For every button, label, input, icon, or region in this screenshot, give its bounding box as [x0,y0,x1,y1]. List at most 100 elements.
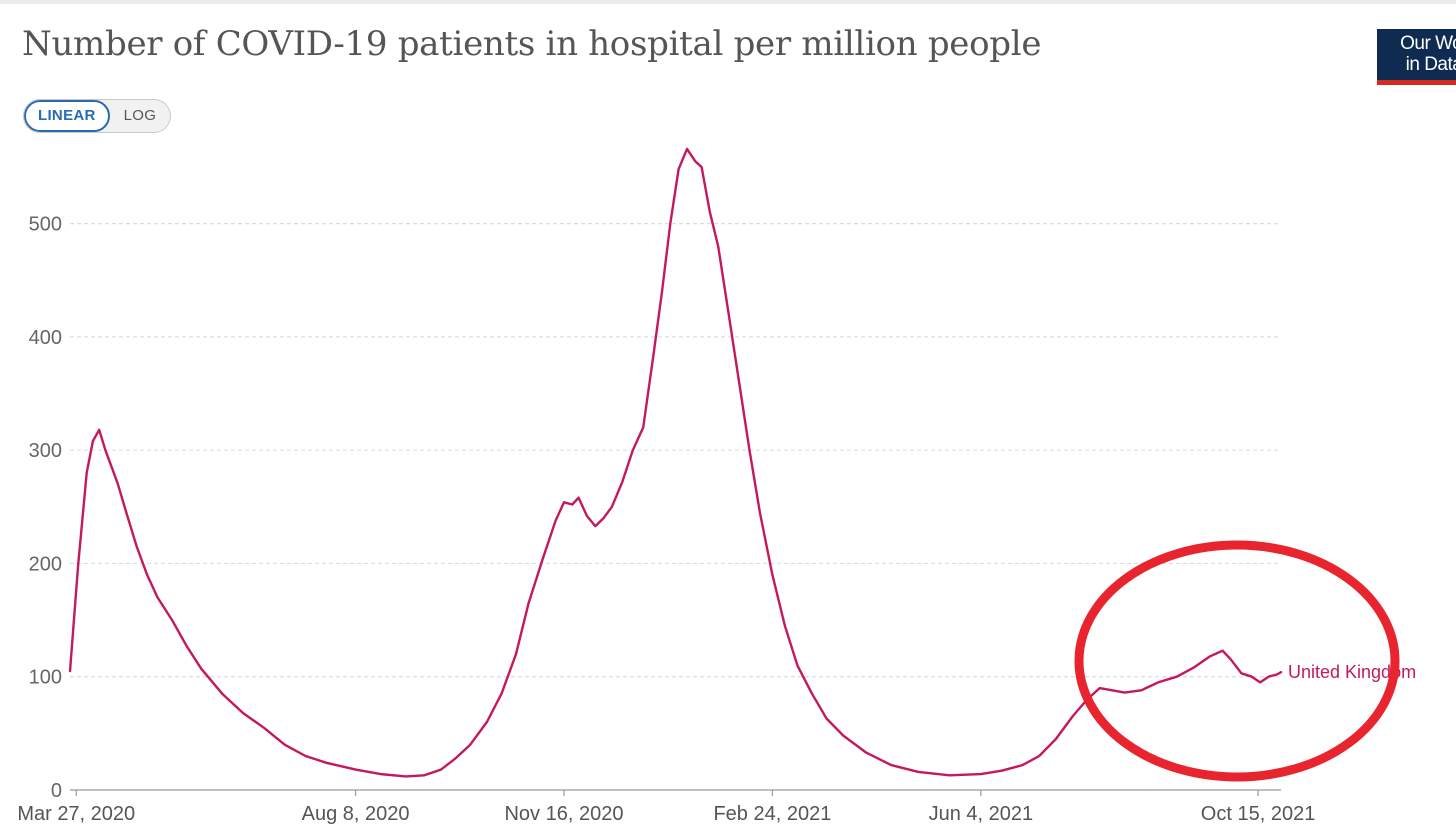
data-point [1021,764,1024,766]
linear-scale-button[interactable]: LINEAR [24,100,110,132]
data-point [500,692,503,695]
data-point [811,692,813,695]
x-tick-label: Nov 16, 2020 [504,803,623,825]
data-point [1071,715,1074,718]
data-point [825,717,828,720]
series-label-united-kingdom: United Kingdom [1288,662,1416,682]
data-point [185,645,188,647]
data-point [1221,649,1224,652]
data-point [404,775,407,778]
data-point [283,743,286,746]
data-point [700,166,703,168]
logo-line-2: in Data [1405,54,1456,75]
data-point [621,481,624,483]
data-point [1000,769,1003,772]
data-point [642,426,644,429]
y-tick-label: 500 [29,214,62,236]
y-tick-label: 400 [29,327,62,349]
highlight-circle [1074,540,1400,782]
data-point [842,734,845,737]
logo-stripe [1377,80,1456,85]
y-tick-label: 300 [29,440,62,462]
top-border [0,0,1456,4]
data-point [709,211,711,214]
data-point [917,771,920,773]
y-tick-label: 100 [29,667,62,689]
data-point [542,557,544,559]
chart-title: Number of COVID-19 patients in hospital … [22,24,1042,64]
data-point [486,721,488,723]
data-point [171,619,173,621]
data-point [563,501,565,504]
scale-toggle: LINEAR LOG [23,99,172,133]
data-point [135,545,138,548]
data-point [686,148,688,150]
data-point [632,449,634,452]
x-tick-label: Aug 8, 2020 [302,803,410,825]
data-point [980,773,982,775]
data-point [1176,675,1178,678]
data-point [669,222,672,225]
data-point [1055,738,1057,740]
data-point [110,466,113,469]
data-point [125,511,128,514]
data-point [717,245,719,248]
data-point [85,472,88,474]
data-point [117,483,119,486]
data-point [146,574,148,576]
y-tick-label: 0 [51,780,62,802]
data-point [1157,681,1159,684]
data-point [586,515,588,517]
data-point [727,313,730,316]
data-point [661,290,663,293]
series-line-united-kingdom [68,147,1283,778]
data-point [748,449,751,452]
data-point [221,692,223,695]
data-point [1251,675,1253,678]
data-point [1111,689,1113,692]
data-point [1280,671,1282,673]
data-point [1259,681,1261,684]
data-point [571,503,574,506]
data-point [156,596,159,599]
data-point [379,773,382,775]
data-point [594,525,597,527]
data-point [69,670,71,672]
log-scale-button[interactable]: LOG [123,107,157,124]
data-point [1192,666,1195,669]
data-point [1209,655,1211,658]
data-point [577,496,580,499]
data-point [611,506,613,508]
owid-logo[interactable]: Our World in Data [1377,29,1456,85]
data-point [1276,673,1278,676]
data-point [200,668,203,670]
data-point [759,511,761,514]
data-point [948,774,951,777]
data-point [1140,689,1143,692]
data-point [865,751,867,754]
x-tick-label: Jun 4, 2021 [929,803,1034,825]
data-point [92,440,94,442]
data-point [602,517,605,519]
data-point [1038,755,1040,757]
data-point [652,353,655,355]
y-tick-label: 200 [29,553,62,575]
data-point [738,381,740,384]
data-point [796,664,799,667]
data-point [890,764,892,766]
data-point [77,562,80,565]
data-point [98,429,100,431]
data-point [771,574,774,576]
logo-text: Our World in Data [1381,33,1456,75]
data-point [454,757,457,760]
logo-line-1: Our World [1400,33,1456,54]
data-point [1240,672,1243,675]
data-point [554,519,557,522]
x-tick-label: Oct 15, 2021 [1201,803,1316,825]
data-point [1098,687,1101,689]
data-point [677,168,680,170]
data-point [304,755,307,757]
data-point [242,712,244,714]
data-point [423,774,426,777]
